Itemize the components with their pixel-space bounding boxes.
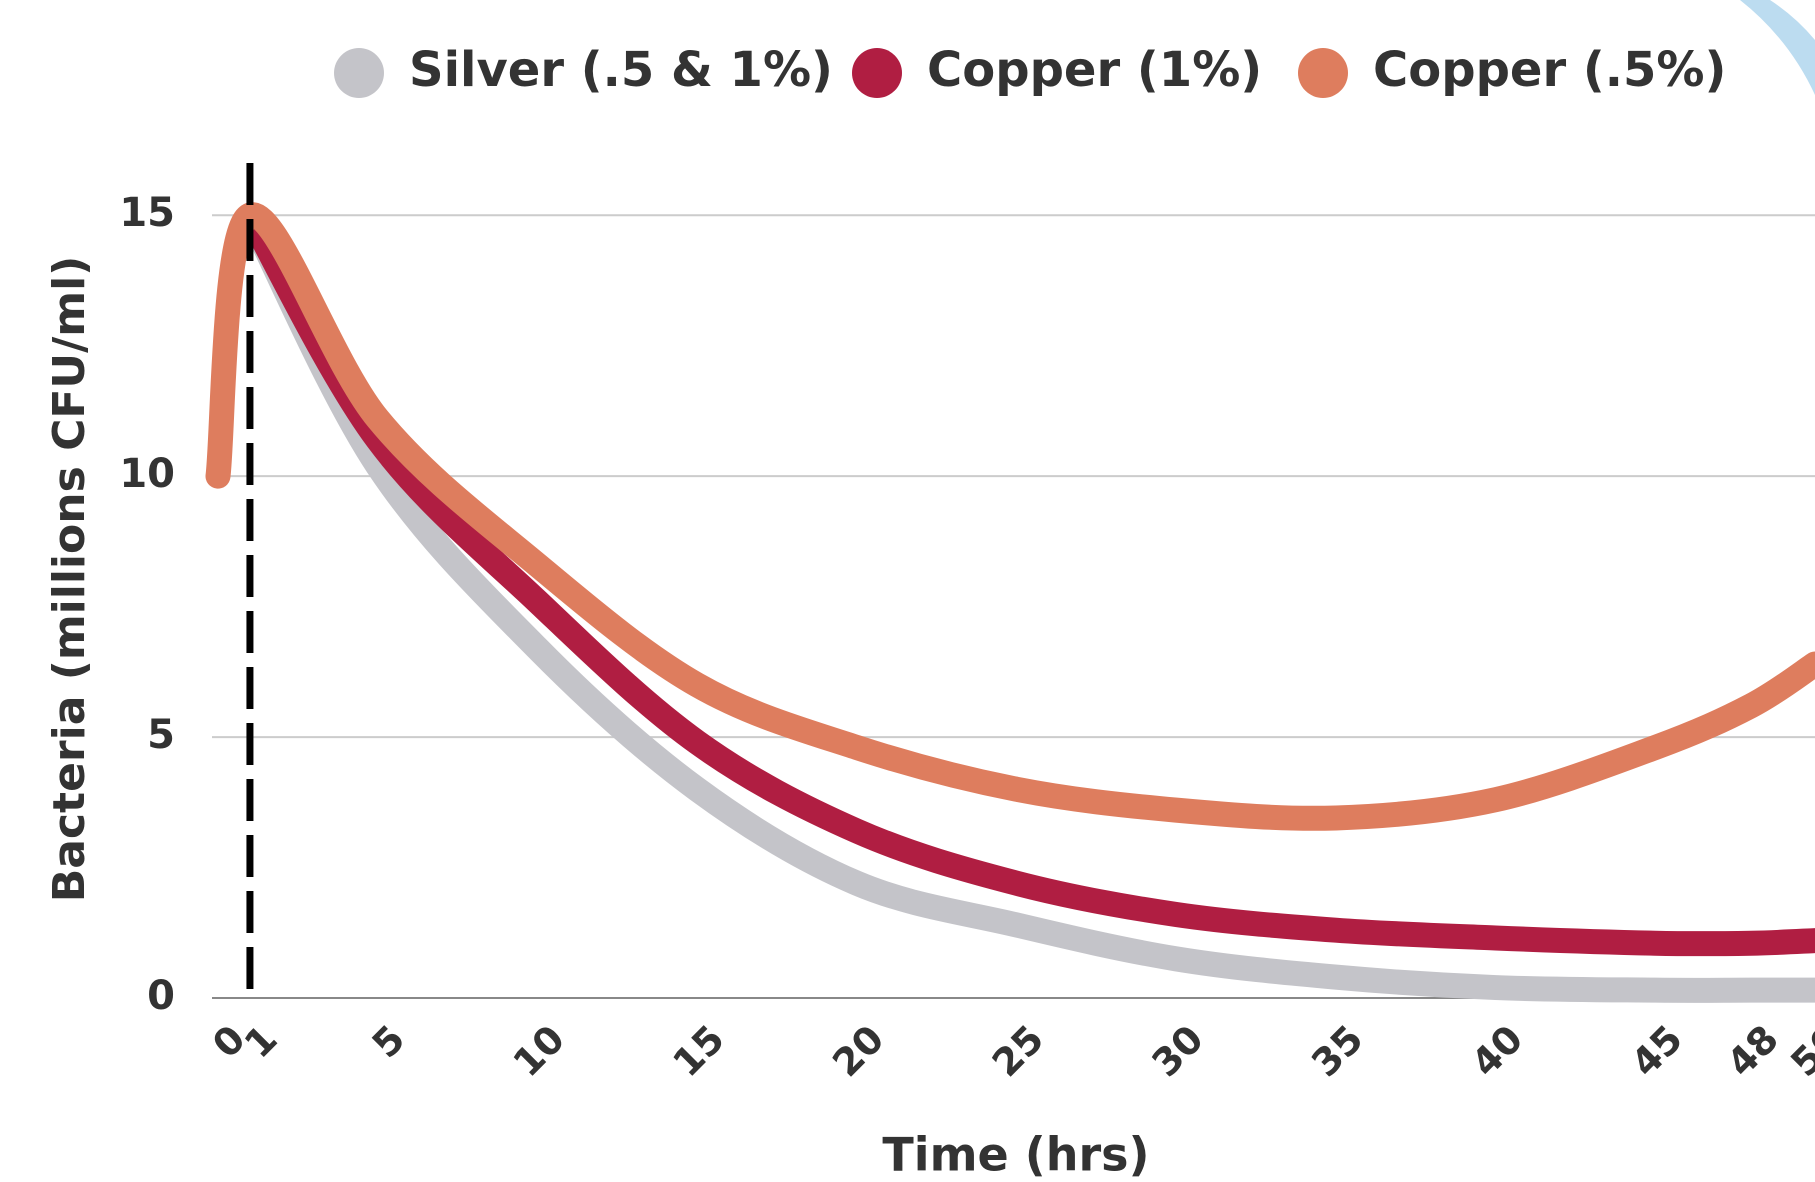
x-tick-label: 10	[505, 1017, 574, 1086]
x-tick-label: 48	[1718, 1017, 1787, 1086]
line	[237, 202, 1815, 1003]
x-tick-label: 45	[1623, 1017, 1692, 1086]
legend-label: Copper (1%)	[927, 42, 1262, 98]
legend-label: Copper (.5%)	[1373, 42, 1726, 98]
x-tick-label: 15	[664, 1017, 733, 1086]
x-tick-label: 25	[984, 1017, 1053, 1086]
legend-marker	[1298, 48, 1348, 98]
x-tick-label: 30	[1143, 1017, 1212, 1086]
legend-label: Silver (.5 & 1%)	[409, 42, 833, 98]
y-tick-label: 10	[119, 451, 175, 497]
y-axis-title: Bacteria (millions CFU/ml)	[44, 256, 95, 903]
x-tick-label: 5	[364, 1017, 414, 1067]
x-axis-title: Time (hrs)	[882, 1128, 1149, 1182]
x-tick-label: 35	[1303, 1017, 1372, 1086]
line	[205, 202, 1815, 831]
legend-marker	[852, 48, 902, 98]
y-tick-label: 15	[119, 190, 175, 236]
y-tick-label: 0	[147, 973, 175, 1019]
x-tick-label: 50	[1782, 1017, 1815, 1086]
decoration	[1740, 0, 1815, 95]
x-tick-label: 20	[824, 1017, 893, 1086]
y-tick-label: 5	[147, 712, 175, 758]
x-tick-label: 1	[236, 1017, 286, 1067]
line	[237, 202, 1815, 957]
legend-marker	[334, 48, 384, 98]
x-tick-label: 40	[1463, 1017, 1532, 1086]
